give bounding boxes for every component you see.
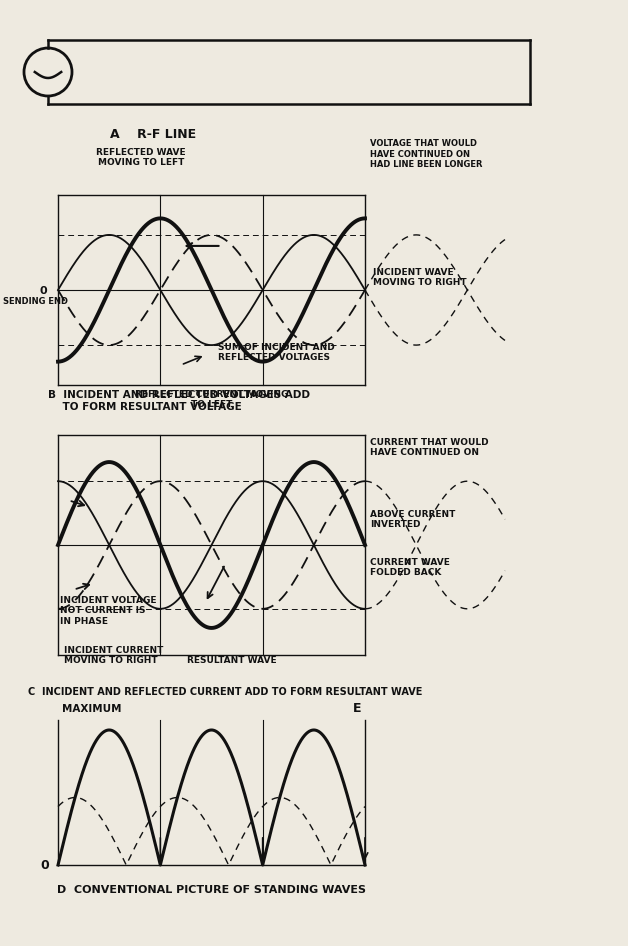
Text: C  INCIDENT AND REFLECTED CURRENT ADD TO FORM RESULTANT WAVE: C INCIDENT AND REFLECTED CURRENT ADD TO … <box>28 687 423 697</box>
Text: A    R-F LINE: A R-F LINE <box>110 128 196 141</box>
Text: INCIDENT VOLTAGE
NOT CURRENT IS
IN PHASE: INCIDENT VOLTAGE NOT CURRENT IS IN PHASE <box>60 596 156 626</box>
Text: VOLTAGE THAT WOULD
HAVE CONTINUED ON
HAD LINE BEEN LONGER: VOLTAGE THAT WOULD HAVE CONTINUED ON HAD… <box>370 139 482 169</box>
Text: 0: 0 <box>40 286 48 296</box>
Text: CURRENT THAT WOULD
HAVE CONTINUED ON: CURRENT THAT WOULD HAVE CONTINUED ON <box>370 438 489 457</box>
Text: MAXIMUM: MAXIMUM <box>62 704 121 714</box>
Text: CURRENT WAVE
FOLDED BACK: CURRENT WAVE FOLDED BACK <box>370 557 450 577</box>
Text: INCIDENT WAVE
MOVING TO RIGHT: INCIDENT WAVE MOVING TO RIGHT <box>373 268 467 287</box>
Text: SUM OF INCIDENT AND
REFLECTED VOLTAGES: SUM OF INCIDENT AND REFLECTED VOLTAGES <box>218 342 334 362</box>
Text: RESULTANT WAVE: RESULTANT WAVE <box>187 656 276 665</box>
Text: E: E <box>353 702 362 715</box>
Text: ABOVE CURRENT
INVERTED: ABOVE CURRENT INVERTED <box>370 510 455 529</box>
Text: D  CONVENTIONAL PICTURE OF STANDING WAVES: D CONVENTIONAL PICTURE OF STANDING WAVES <box>57 885 366 895</box>
Text: REFLECTED CURRENT MOVING
TO LEFT: REFLECTED CURRENT MOVING TO LEFT <box>135 390 288 409</box>
Text: 0: 0 <box>40 859 49 872</box>
Text: REFLECTED WAVE
MOVING TO LEFT: REFLECTED WAVE MOVING TO LEFT <box>96 148 186 167</box>
Text: B  INCIDENT AND REFLECTED VOLTAGES ADD
    TO FORM RESULTANT VOLTAGE: B INCIDENT AND REFLECTED VOLTAGES ADD TO… <box>48 391 310 412</box>
Text: INCIDENT CURRENT
MOVING TO RIGHT: INCIDENT CURRENT MOVING TO RIGHT <box>64 645 163 665</box>
Text: SENDING END: SENDING END <box>3 297 68 306</box>
